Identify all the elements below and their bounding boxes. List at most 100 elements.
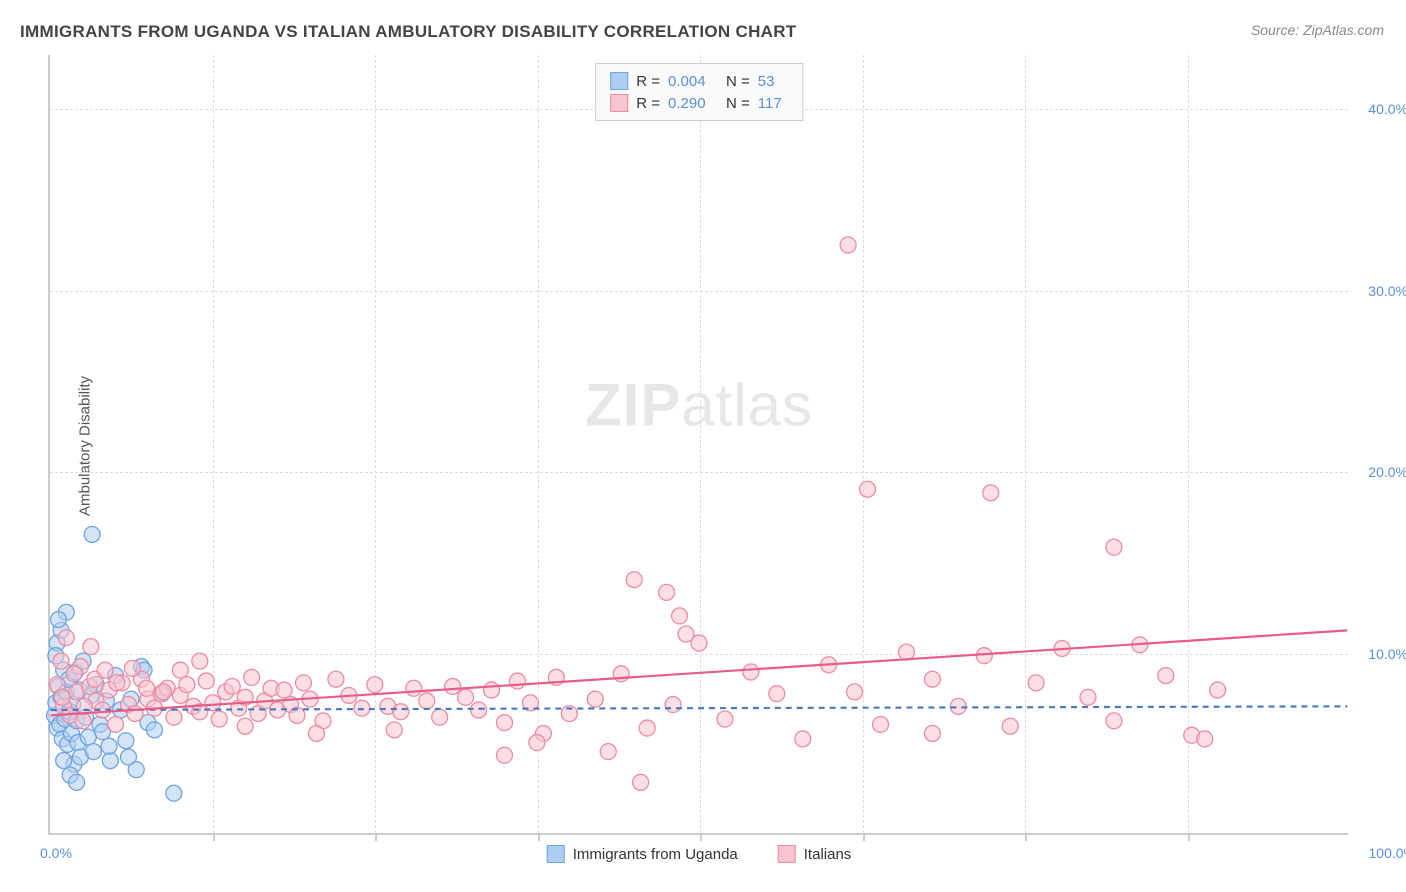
scatter-point-italians xyxy=(83,639,99,655)
scatter-point-italians xyxy=(54,689,70,705)
scatter-point-italians xyxy=(58,630,74,646)
scatter-point-uganda xyxy=(120,749,136,765)
legend-item-italians: Italians xyxy=(778,845,852,863)
scatter-point-italians xyxy=(898,644,914,660)
scatter-point-uganda xyxy=(101,738,117,754)
legend-item-uganda: Immigrants from Uganda xyxy=(547,845,738,863)
scatter-point-italians xyxy=(406,680,422,696)
scatter-point-italians xyxy=(484,682,500,698)
scatter-point-italians xyxy=(672,608,688,624)
scatter-point-italians xyxy=(393,704,409,720)
scatter-point-uganda xyxy=(84,526,100,542)
scatter-point-italians xyxy=(743,664,759,680)
x-axis-start-label: 0.0% xyxy=(40,845,72,861)
scatter-point-italians xyxy=(678,626,694,642)
scatter-point-italians xyxy=(659,584,675,600)
scatter-point-italians xyxy=(124,660,140,676)
scatter-point-italians xyxy=(211,711,227,727)
y-tick-label: 40.0% xyxy=(1368,101,1406,117)
scatter-point-italians xyxy=(458,689,474,705)
scatter-svg xyxy=(50,55,1348,833)
scatter-point-italians xyxy=(244,669,260,685)
scatter-point-italians xyxy=(529,735,545,751)
scatter-point-italians xyxy=(386,722,402,738)
n-value-italians: 117 xyxy=(758,95,788,112)
scatter-point-italians xyxy=(717,711,733,727)
scatter-point-italians xyxy=(847,684,863,700)
scatter-point-italians xyxy=(639,720,655,736)
scatter-point-italians xyxy=(108,716,124,732)
scatter-point-italians xyxy=(419,693,435,709)
scatter-point-italians xyxy=(795,731,811,747)
y-tick-label: 30.0% xyxy=(1368,283,1406,299)
legend-swatch-uganda-bottom xyxy=(547,845,565,863)
scatter-point-italians xyxy=(665,697,681,713)
legend-row-uganda: R = 0.004 N = 53 xyxy=(610,70,788,92)
scatter-point-italians xyxy=(1080,689,1096,705)
scatter-point-italians xyxy=(924,671,940,687)
scatter-point-italians xyxy=(97,662,113,678)
n-value-uganda: 53 xyxy=(758,73,788,90)
r-value-italians: 0.290 xyxy=(668,95,718,112)
scatter-point-uganda xyxy=(56,753,72,769)
scatter-point-italians xyxy=(1106,539,1122,555)
scatter-point-italians xyxy=(192,653,208,669)
scatter-point-italians xyxy=(53,653,69,669)
scatter-point-uganda xyxy=(118,733,134,749)
x-axis-end-label: 100.0% xyxy=(1369,845,1406,861)
scatter-point-italians xyxy=(296,675,312,691)
scatter-point-italians xyxy=(1210,682,1226,698)
scatter-point-italians xyxy=(179,677,195,693)
scatter-point-italians xyxy=(66,666,82,682)
scatter-point-italians xyxy=(155,684,171,700)
scatter-point-uganda xyxy=(50,612,66,628)
scatter-point-italians xyxy=(127,706,143,722)
scatter-point-italians xyxy=(1158,668,1174,684)
scatter-point-italians xyxy=(471,702,487,718)
y-tick-label: 10.0% xyxy=(1368,646,1406,662)
scatter-point-italians xyxy=(198,673,214,689)
plot-area: ZIPatlas 10.0%20.0%30.0%40.0% R = 0.004 … xyxy=(48,55,1348,835)
scatter-point-italians xyxy=(139,680,155,696)
scatter-point-italians xyxy=(276,682,292,698)
source-attribution: Source: ZipAtlas.com xyxy=(1251,22,1384,38)
scatter-point-italians xyxy=(237,718,253,734)
scatter-point-italians xyxy=(172,662,188,678)
legend-row-italians: R = 0.290 N = 117 xyxy=(610,92,788,114)
scatter-point-italians xyxy=(1197,731,1213,747)
scatter-point-italians xyxy=(75,713,91,729)
scatter-point-italians xyxy=(1106,713,1122,729)
scatter-point-uganda xyxy=(146,722,162,738)
scatter-point-italians xyxy=(860,481,876,497)
scatter-point-italians xyxy=(509,673,525,689)
chart-container: IMMIGRANTS FROM UGANDA VS ITALIAN AMBULA… xyxy=(0,0,1406,892)
scatter-point-italians xyxy=(497,747,513,763)
series-legend: Immigrants from Uganda Italians xyxy=(547,845,852,863)
scatter-point-uganda xyxy=(102,753,118,769)
scatter-point-italians xyxy=(497,715,513,731)
legend-swatch-uganda xyxy=(610,72,628,90)
scatter-point-italians xyxy=(976,648,992,664)
scatter-point-italians xyxy=(873,716,889,732)
scatter-point-italians xyxy=(626,572,642,588)
scatter-point-italians xyxy=(633,774,649,790)
scatter-point-uganda xyxy=(80,729,96,745)
scatter-point-italians xyxy=(328,671,344,687)
scatter-point-italians xyxy=(1002,718,1018,734)
scatter-point-uganda xyxy=(85,744,101,760)
scatter-point-italians xyxy=(840,237,856,253)
scatter-point-italians xyxy=(983,485,999,501)
scatter-point-italians xyxy=(309,726,325,742)
scatter-point-italians xyxy=(924,726,940,742)
scatter-point-italians xyxy=(224,678,240,694)
scatter-point-italians xyxy=(600,744,616,760)
scatter-point-italians xyxy=(166,709,182,725)
legend-swatch-italians-bottom xyxy=(778,845,796,863)
scatter-point-uganda xyxy=(69,774,85,790)
y-tick-label: 20.0% xyxy=(1368,464,1406,480)
scatter-point-italians xyxy=(445,678,461,694)
legend-swatch-italians xyxy=(610,94,628,112)
scatter-point-italians xyxy=(587,691,603,707)
correlation-legend: R = 0.004 N = 53 R = 0.290 N = 117 xyxy=(595,63,803,121)
scatter-point-italians xyxy=(432,709,448,725)
